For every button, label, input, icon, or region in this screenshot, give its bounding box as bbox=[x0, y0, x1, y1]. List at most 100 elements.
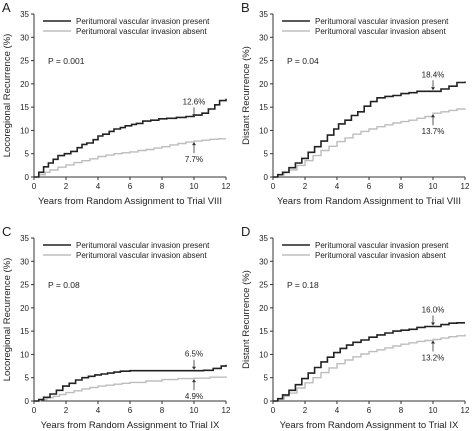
x-tick-label: 12 bbox=[222, 182, 231, 191]
annotation-arrowhead bbox=[192, 366, 196, 370]
y-tick-label: 10 bbox=[20, 350, 29, 359]
annotation-label-absent: 4.9% bbox=[185, 392, 203, 401]
y-tick-label: 0 bbox=[264, 173, 269, 182]
y-tick-label: 5 bbox=[264, 374, 269, 383]
x-tick-label: 2 bbox=[303, 182, 308, 191]
x-tick-label: 12 bbox=[222, 406, 231, 415]
y-tick-label: 20 bbox=[259, 304, 268, 313]
annotation-arrowhead bbox=[192, 142, 196, 146]
x-axis-label: Years from Random Assignment to Trial VI… bbox=[277, 196, 461, 207]
x-tick-label: 10 bbox=[429, 182, 438, 191]
x-tick-label: 10 bbox=[429, 406, 438, 415]
series-line-absent bbox=[34, 138, 226, 178]
p-value-label: P = 0.08 bbox=[48, 280, 80, 290]
p-value-label: P = 0.18 bbox=[287, 280, 319, 290]
y-axis-label: Locoregional Recurrence (%) bbox=[2, 258, 13, 382]
panel-label: C bbox=[2, 224, 11, 239]
y-tick-label: 15 bbox=[259, 103, 268, 112]
y-tick-label: 0 bbox=[25, 397, 30, 406]
annotation-arrowhead bbox=[192, 114, 196, 118]
y-axis-label: Distant Recurrence (%) bbox=[241, 270, 252, 369]
legend-label-present: Peritumoral vascular invasion present bbox=[315, 17, 449, 26]
x-tick-label: 10 bbox=[190, 182, 199, 191]
x-tick-label: 4 bbox=[96, 406, 101, 415]
x-tick-label: 6 bbox=[367, 182, 372, 191]
y-tick-label: 20 bbox=[20, 80, 29, 89]
y-tick-label: 25 bbox=[20, 57, 29, 66]
legend-label-absent: Peritumoral vascular invasion absent bbox=[315, 251, 447, 260]
x-tick-label: 12 bbox=[461, 406, 470, 415]
x-tick-label: 4 bbox=[335, 182, 340, 191]
panel-label: A bbox=[2, 0, 11, 15]
annotation-arrowhead bbox=[431, 340, 435, 344]
annotation-label-present: 12.6% bbox=[183, 97, 206, 106]
series-line-absent bbox=[34, 376, 227, 402]
y-tick-label: 25 bbox=[20, 281, 29, 290]
annotation-label-absent: 13.7% bbox=[422, 127, 445, 136]
y-tick-label: 35 bbox=[259, 234, 268, 243]
legend-label-absent: Peritumoral vascular invasion absent bbox=[315, 27, 447, 36]
x-tick-label: 6 bbox=[367, 406, 372, 415]
annotation-arrowhead bbox=[431, 87, 435, 91]
y-tick-label: 30 bbox=[259, 33, 268, 42]
y-tick-label: 10 bbox=[259, 126, 268, 135]
legend-label-present: Peritumoral vascular invasion present bbox=[315, 241, 449, 250]
x-tick-label: 8 bbox=[399, 406, 404, 415]
y-tick-label: 30 bbox=[20, 257, 29, 266]
y-tick-label: 10 bbox=[20, 126, 29, 135]
annotation-label-present: 16.0% bbox=[422, 305, 445, 314]
series-line-present bbox=[34, 98, 227, 178]
x-tick-label: 4 bbox=[335, 406, 340, 415]
y-tick-label: 5 bbox=[264, 150, 269, 159]
p-value-label: P = 0.001 bbox=[48, 56, 85, 66]
x-tick-label: 2 bbox=[303, 406, 308, 415]
x-tick-label: 8 bbox=[160, 406, 165, 415]
y-tick-label: 0 bbox=[264, 397, 269, 406]
p-value-label: P = 0.04 bbox=[287, 56, 319, 66]
y-tick-label: 30 bbox=[20, 33, 29, 42]
y-axis-label: Locoregional Recurrence (%) bbox=[2, 34, 13, 158]
x-tick-label: 0 bbox=[271, 182, 276, 191]
panel-label: D bbox=[241, 224, 250, 239]
x-tick-label: 0 bbox=[32, 406, 37, 415]
y-tick-label: 5 bbox=[25, 374, 30, 383]
y-tick-label: 35 bbox=[259, 10, 268, 19]
y-tick-label: 15 bbox=[259, 327, 268, 336]
x-axis-label: Years from Random Assignment to Trial VI… bbox=[38, 196, 222, 207]
y-axis-label: Distant Recurrence (%) bbox=[241, 46, 252, 145]
y-tick-label: 15 bbox=[20, 327, 29, 336]
annotation-arrowhead bbox=[431, 114, 435, 118]
annotation-label-absent: 7.7% bbox=[185, 155, 203, 164]
annotation-label-present: 6.5% bbox=[185, 350, 203, 359]
x-tick-label: 2 bbox=[64, 406, 69, 415]
annotation-label-absent: 13.2% bbox=[422, 354, 445, 363]
series-line-absent bbox=[273, 334, 466, 402]
y-tick-label: 35 bbox=[20, 234, 29, 243]
y-tick-label: 30 bbox=[259, 257, 268, 266]
y-tick-label: 5 bbox=[25, 150, 30, 159]
series-line-present bbox=[273, 322, 465, 402]
annotation-label-present: 18.4% bbox=[422, 70, 445, 79]
y-tick-label: 15 bbox=[20, 103, 29, 112]
x-axis-label: Years from Random Assignment to Trial IX bbox=[41, 420, 220, 431]
series-line-present bbox=[273, 81, 466, 178]
x-tick-label: 2 bbox=[64, 182, 69, 191]
x-axis-label: Years from Random Assignment to Trial IX bbox=[280, 420, 459, 431]
x-tick-label: 0 bbox=[32, 182, 37, 191]
x-tick-label: 6 bbox=[128, 406, 133, 415]
y-tick-label: 25 bbox=[259, 57, 268, 66]
legend-label-present: Peritumoral vascular invasion present bbox=[76, 17, 210, 26]
legend-label-absent: Peritumoral vascular invasion absent bbox=[76, 251, 208, 260]
y-tick-label: 0 bbox=[25, 173, 30, 182]
y-tick-label: 25 bbox=[259, 281, 268, 290]
x-tick-label: 10 bbox=[190, 406, 199, 415]
x-tick-label: 6 bbox=[128, 182, 133, 191]
x-tick-label: 8 bbox=[160, 182, 165, 191]
series-line-absent bbox=[273, 108, 466, 178]
series-line-present bbox=[34, 364, 227, 402]
